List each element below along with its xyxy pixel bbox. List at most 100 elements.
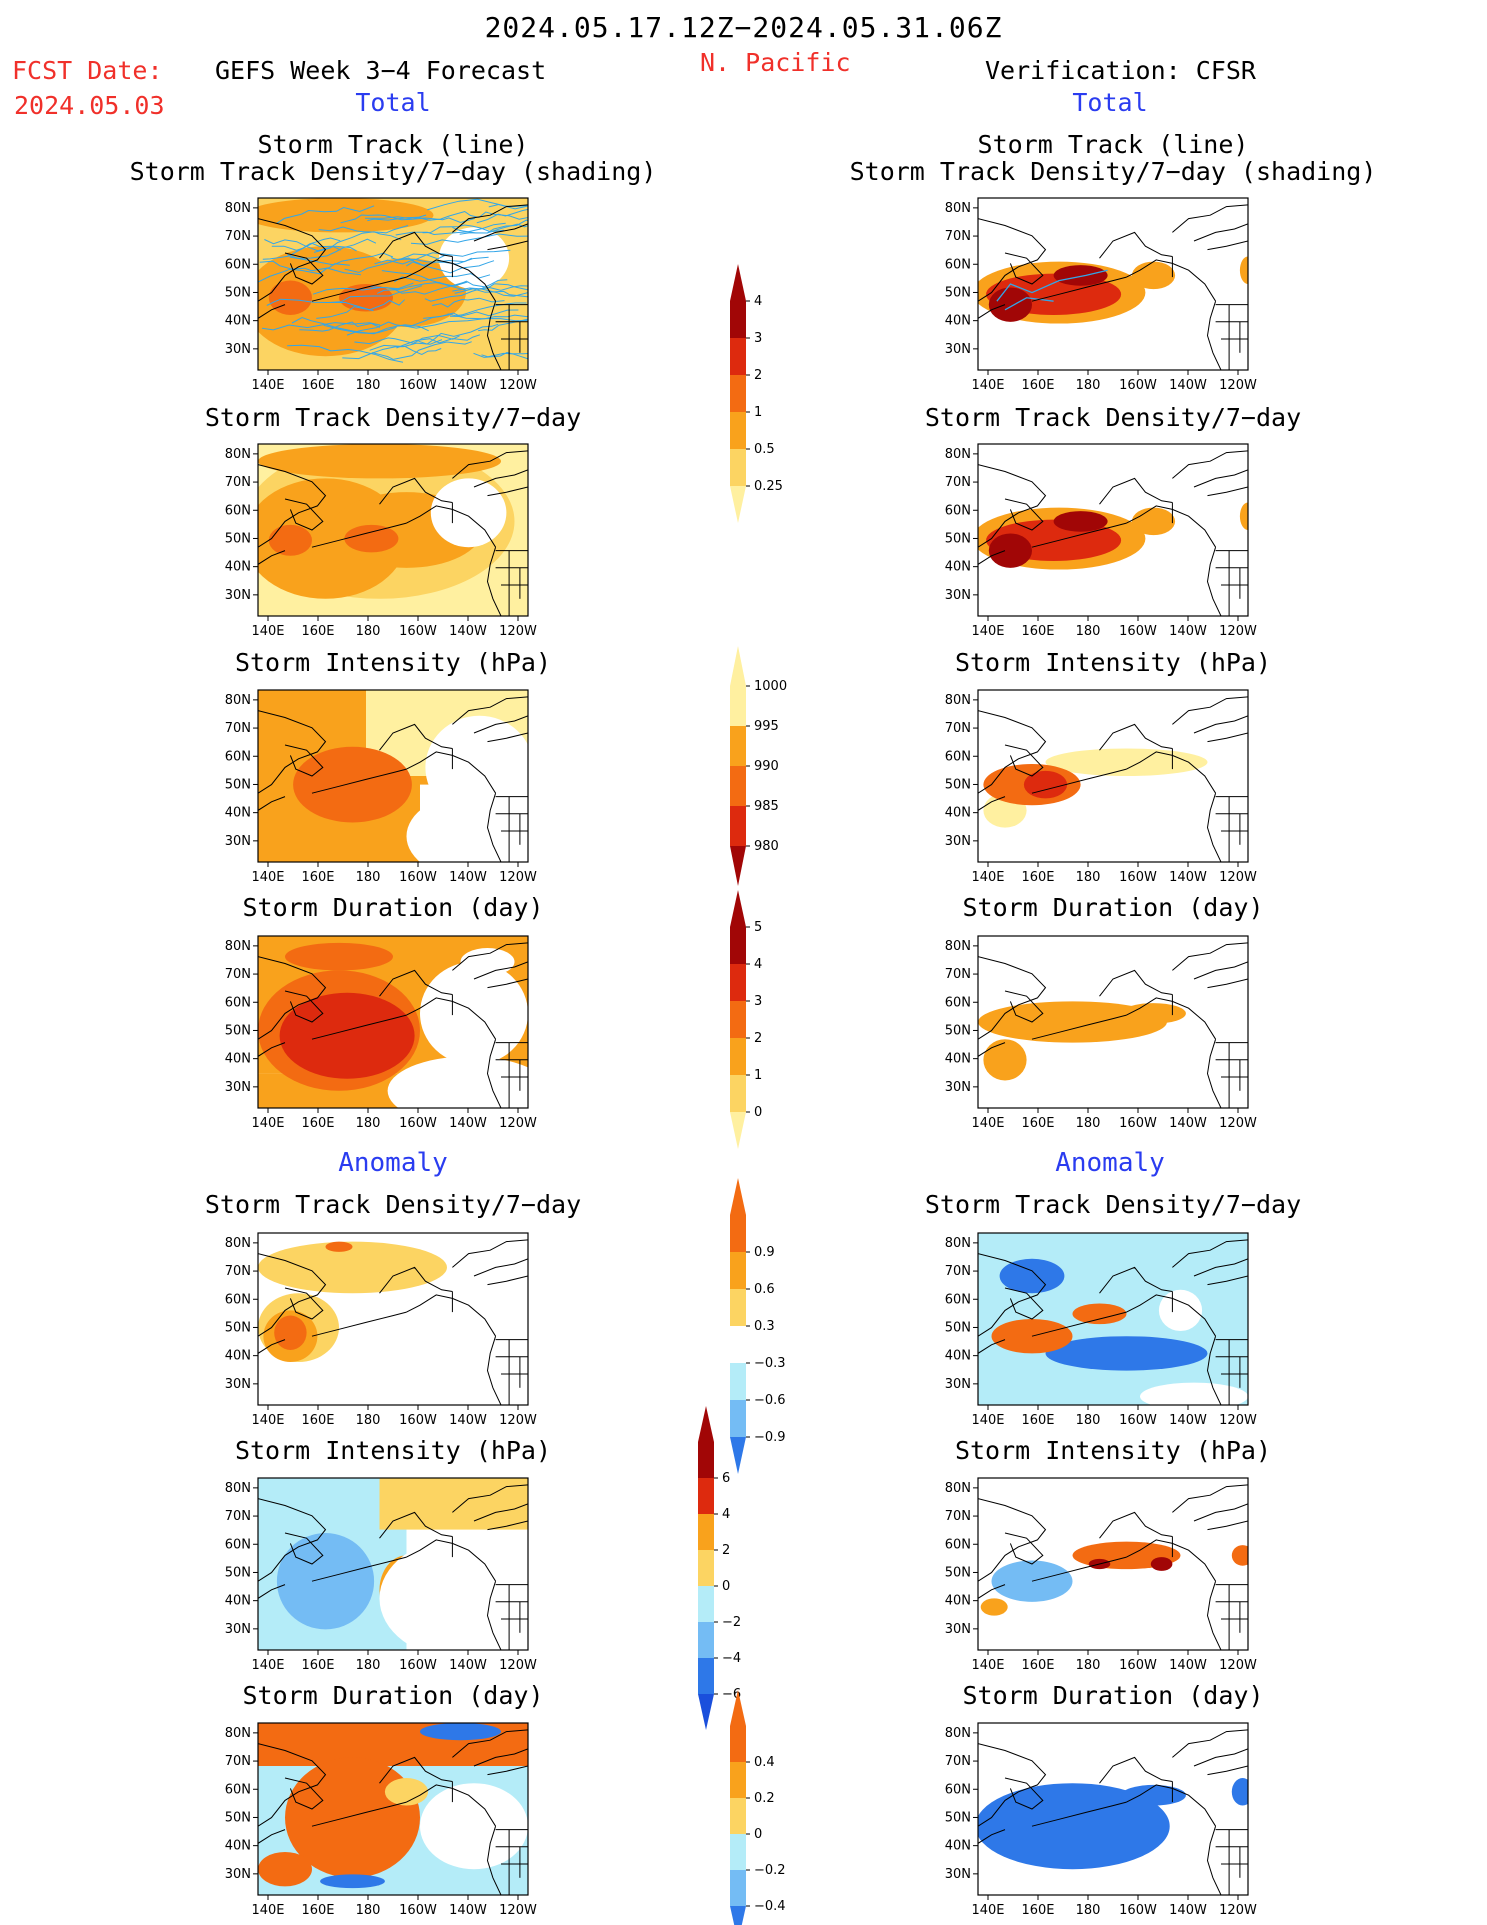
x-tick-label: 140W (449, 624, 487, 639)
x-tick-label: 180 (356, 1658, 381, 1673)
coastline (486, 1039, 502, 1108)
y-tick-label: 70N (225, 1264, 251, 1279)
storm-track-line (479, 283, 528, 291)
fcst-date-label: FCST Date: (12, 56, 163, 85)
panel-title-duration-anom-right: Storm Duration (day) (962, 1681, 1264, 1710)
panel-title-intensity-anom-left: Storm Intensity (hPa) (234, 1436, 552, 1465)
verification-title: Verification: CFSR (985, 56, 1256, 85)
coastline (1207, 978, 1248, 989)
shading-blob-2-0 (268, 524, 312, 556)
colorbar-label: −4 (722, 1651, 741, 1666)
colorbar-label: 3 (754, 994, 762, 1009)
storm-track-line (276, 205, 375, 225)
x-tick-label: 180 (356, 378, 381, 393)
coastline (1099, 1511, 1173, 1539)
x-tick-label: 140W (1169, 624, 1207, 639)
colorbar-label: 985 (754, 799, 779, 814)
colorbar-label: 0.2 (754, 1791, 775, 1806)
colorbar-label: 0.9 (754, 1245, 775, 1260)
x-tick-label: 120W (1219, 1903, 1257, 1918)
y-tick-label: 70N (225, 721, 251, 736)
colorbar-arrow-bottom (698, 1694, 714, 1730)
colorbar-segment (730, 1834, 746, 1870)
x-tick-label: 120W (499, 870, 537, 885)
y-tick-label: 40N (225, 806, 251, 821)
storm-track-line (271, 237, 341, 251)
colorbar-arrow-top (730, 1178, 746, 1215)
coastline (1193, 1503, 1248, 1522)
y-tick-label: 70N (945, 1264, 971, 1279)
colorbar-segment (730, 1252, 746, 1289)
colorbar-arrow-top (698, 1406, 714, 1442)
y-tick-label: 70N (225, 229, 251, 244)
y-tick-label: 70N (945, 721, 971, 736)
colorbar-label: −0.3 (754, 1356, 786, 1371)
coastline (452, 696, 528, 725)
coastline (1099, 1266, 1173, 1294)
coastline (1004, 252, 1044, 285)
map-frame (257, 1722, 529, 1896)
y-tick-label: 40N (945, 806, 971, 821)
colorbar-label: −0.2 (754, 1863, 786, 1878)
coastline (258, 1743, 327, 1827)
colorbar-label: 3 (754, 331, 762, 346)
y-tick-label: 70N (225, 1754, 251, 1769)
colorbar-segment (730, 375, 746, 412)
y-tick-label: 70N (945, 229, 971, 244)
x-tick-label: 180 (356, 870, 381, 885)
x-tick-label: 160W (399, 1116, 437, 1131)
y-tick-label: 80N (945, 201, 971, 216)
shading-blob-0-2 (1231, 1778, 1248, 1806)
coastline (311, 1311, 407, 1337)
map-panel-density-left: 140E 160E 180 160W 140W 120W 80N 70N 60N 50N 40N 30… (225, 443, 537, 639)
colorbar-segment (730, 1075, 746, 1112)
region-title: N. Pacific (700, 48, 851, 77)
map-frame (977, 1477, 1249, 1651)
x-tick-label: 140W (449, 378, 487, 393)
coastline (1206, 1581, 1222, 1650)
coastline (258, 1584, 286, 1599)
coastline (311, 276, 407, 302)
map-panel-track-right: 140E 160E 180 160W 140W 120W 80N 70N 60N 50N 40N 30… (945, 197, 1257, 393)
y-tick-label: 50N (225, 1565, 251, 1580)
y-tick-label: 30N (945, 342, 971, 357)
coastline (1031, 1014, 1127, 1040)
x-tick-label: 140E (251, 624, 284, 639)
x-tick-label: 140E (251, 1903, 284, 1918)
x-tick-label: 160E (1021, 1116, 1054, 1131)
y-tick-label: 80N (225, 939, 251, 954)
x-tick-label: 120W (499, 1413, 537, 1428)
colorbar-arrow-bottom (730, 1112, 746, 1149)
colorbar-label: 0 (754, 1105, 762, 1120)
x-tick-label: 120W (499, 1903, 537, 1918)
x-tick-label: 120W (499, 1116, 537, 1131)
map-frame (977, 1232, 1249, 1406)
y-tick-label: 30N (945, 1622, 971, 1637)
colorbar-label: 995 (754, 719, 779, 734)
y-tick-label: 80N (225, 201, 251, 216)
shading-blob-2-0 (988, 533, 1032, 568)
colorbar-segment (730, 1326, 746, 1363)
coastline (473, 715, 528, 734)
coastline (473, 1503, 528, 1522)
colorbar-arrow-bottom (730, 846, 746, 886)
shading-blob-2-1 (325, 1241, 353, 1252)
x-tick-label: 160W (399, 378, 437, 393)
colorbar-label: 0.25 (754, 479, 783, 494)
x-tick-label: 140W (449, 1903, 487, 1918)
coastline (1207, 1765, 1248, 1776)
y-tick-label: 80N (225, 693, 251, 708)
coastline (284, 498, 324, 531)
storm-track-line (401, 317, 528, 329)
y-tick-label: 30N (225, 342, 251, 357)
no-data-region-0 (425, 715, 528, 819)
panel-title-track-left-2: Storm Track Density/7−day (shading) (129, 157, 657, 186)
x-tick-label: 180 (1076, 1116, 1101, 1131)
colorbar-label: 0.3 (754, 1319, 775, 1334)
storm-track-line (258, 267, 361, 283)
x-tick-label: 180 (1076, 1413, 1101, 1428)
panel-title-density-right: Storm Track Density/7−day (924, 403, 1302, 432)
colorbar-segment (730, 766, 746, 806)
colorbar-segment (730, 1726, 746, 1762)
map-panel-intensity-right: 140E 160E 180 160W 140W 120W 80N 70N 60N 50N 40N 30… (945, 689, 1257, 885)
